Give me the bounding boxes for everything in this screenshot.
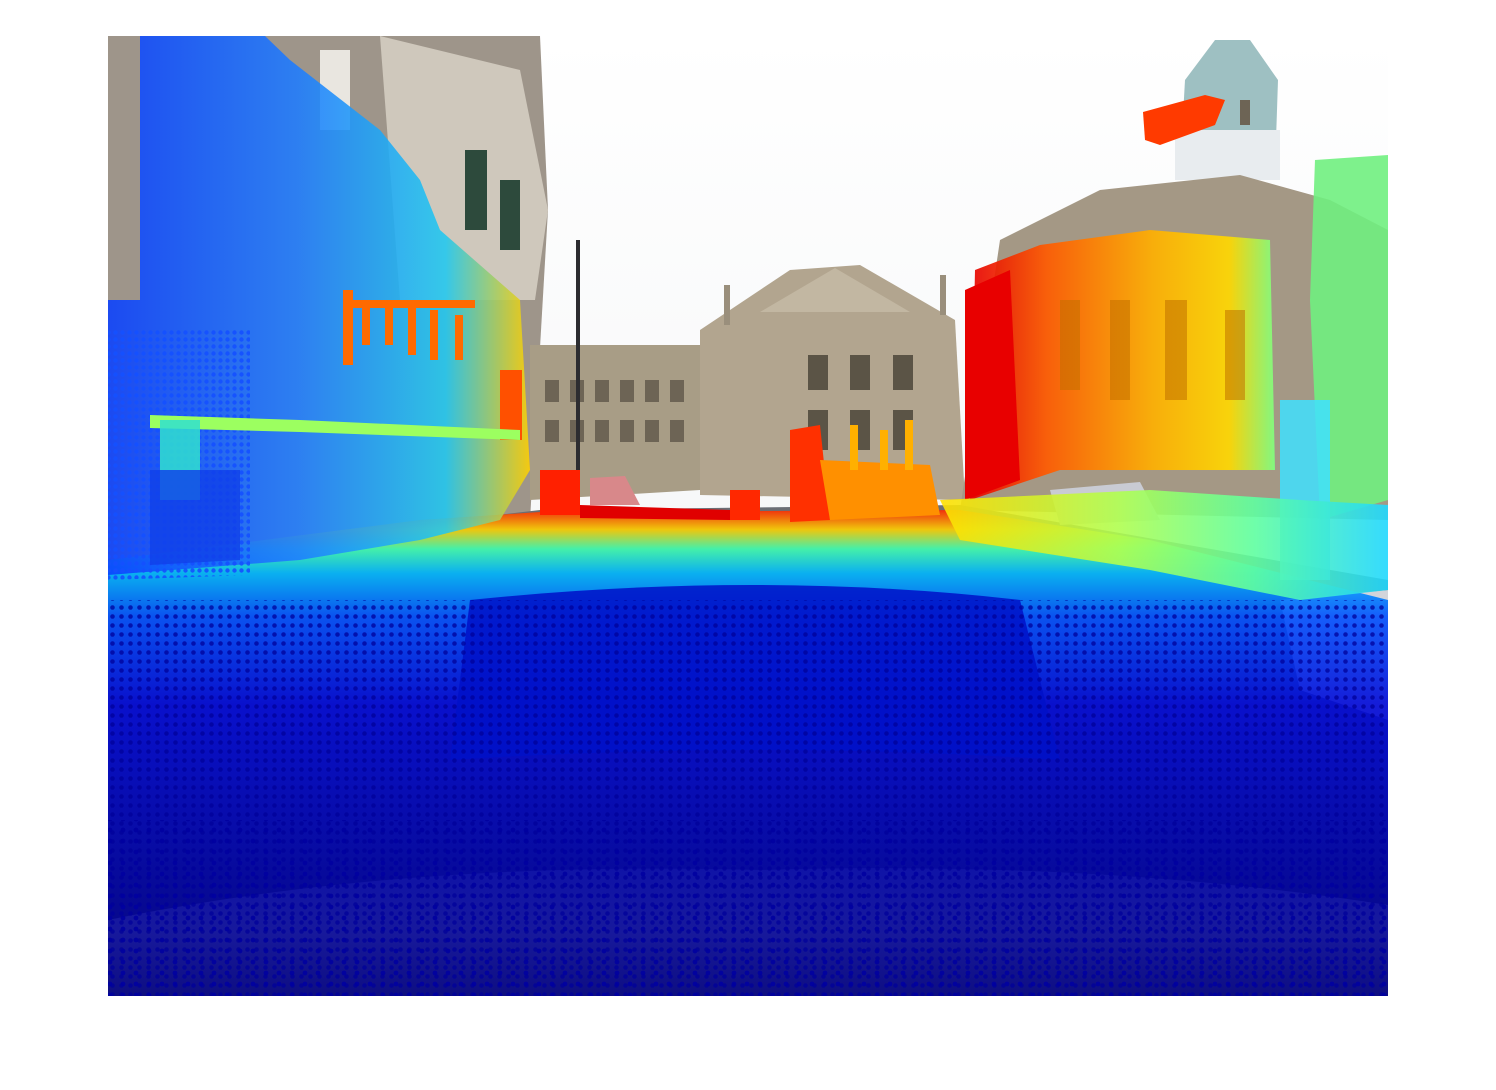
dome-points <box>1143 95 1225 145</box>
lidar-overlay <box>108 36 1388 996</box>
left-window-points <box>343 290 522 440</box>
lamp-post <box>576 240 580 490</box>
center-points <box>790 425 830 522</box>
